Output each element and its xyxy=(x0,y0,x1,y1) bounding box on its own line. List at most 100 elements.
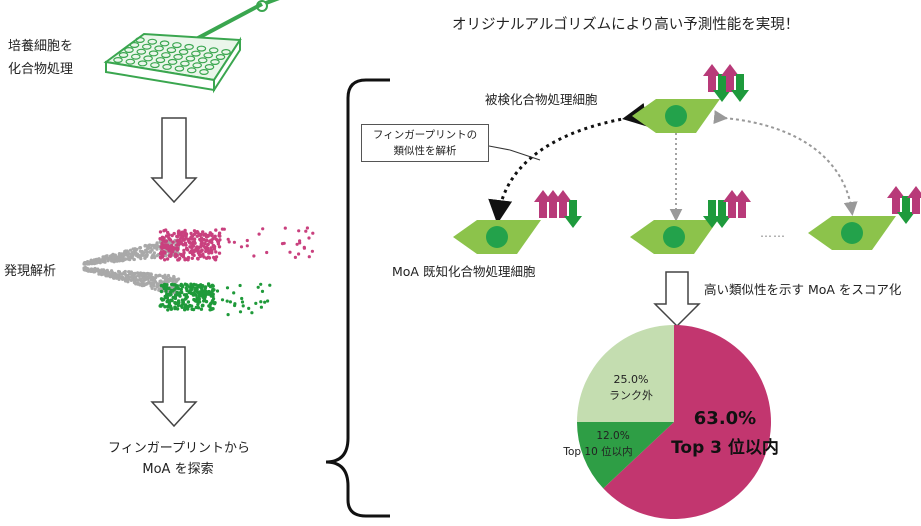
scatter-point xyxy=(180,230,185,234)
scatter-point xyxy=(302,245,306,249)
scatter-point xyxy=(208,231,212,235)
scatter-point xyxy=(120,252,124,256)
scatter-point xyxy=(250,311,254,315)
scatter-point xyxy=(304,229,308,233)
scatter-point xyxy=(189,231,193,236)
scatter-point xyxy=(252,254,256,258)
scatter-point xyxy=(101,272,105,276)
scatter-point xyxy=(180,284,185,288)
scatter-point xyxy=(206,243,210,247)
scatter-point xyxy=(195,249,200,253)
scatter-point xyxy=(218,234,222,238)
scatter-point xyxy=(217,251,222,255)
query-cell-label: 被検化合物処理細胞 xyxy=(485,92,598,107)
scatter-point xyxy=(108,275,112,279)
scatter-point xyxy=(110,270,114,274)
scatter-point xyxy=(201,230,205,234)
scatter-point xyxy=(202,298,206,302)
scatter-point xyxy=(143,243,147,248)
scatter-point xyxy=(97,271,101,275)
scatter-point xyxy=(203,246,207,250)
scatter-point xyxy=(218,238,222,242)
scatter-point xyxy=(177,287,181,291)
scatter-point xyxy=(166,230,170,235)
scatter-point xyxy=(225,286,230,290)
scatter-point xyxy=(307,236,311,240)
scatter-point xyxy=(111,275,115,279)
scatter-point xyxy=(201,295,206,299)
pie-label-top3: Top 3 位以内 xyxy=(671,438,779,458)
scatter-point xyxy=(204,249,208,254)
scatter-point xyxy=(128,248,133,252)
scatter-point xyxy=(129,253,133,257)
ranking-pie-chart xyxy=(577,325,772,520)
scatter-point xyxy=(150,248,154,252)
scatter-point xyxy=(188,288,192,293)
scatter-point xyxy=(298,239,302,243)
scatter-point xyxy=(240,300,245,304)
scatter-point xyxy=(144,255,148,259)
scatter-point xyxy=(163,250,167,255)
scatter-point xyxy=(127,255,131,259)
scatter-point xyxy=(137,278,141,282)
scatter-point xyxy=(195,234,199,238)
scatter-point xyxy=(145,250,149,254)
scatter-point xyxy=(144,274,148,278)
scatter-point xyxy=(295,242,299,246)
scatter-point xyxy=(268,283,272,287)
scatter-point xyxy=(245,244,249,248)
pie-label-out: ランク外 xyxy=(609,389,653,402)
scatter-point xyxy=(305,226,309,230)
scatter-point xyxy=(175,284,179,288)
scatter-point xyxy=(189,304,194,308)
scatter-point xyxy=(217,231,222,235)
scatter-point xyxy=(184,246,189,251)
scatter-point xyxy=(153,287,157,291)
scatter-point xyxy=(127,270,131,274)
scatter-point xyxy=(209,294,213,298)
scatter-point xyxy=(165,246,169,251)
scatter-point xyxy=(238,283,242,288)
scatter-point xyxy=(86,269,90,273)
scatter-point xyxy=(209,307,214,312)
scatter-point xyxy=(96,268,100,272)
scatter-point xyxy=(132,257,136,261)
scatter-point xyxy=(160,241,164,246)
scatter-point xyxy=(120,255,124,259)
scatter-point xyxy=(186,300,191,304)
scatter-point xyxy=(232,291,236,295)
query-cell-icon xyxy=(632,99,720,133)
expression-arrows-icon xyxy=(703,190,751,228)
scatter-point xyxy=(170,243,174,248)
scatter-point xyxy=(176,247,180,251)
scatter-point xyxy=(139,254,143,258)
scatter-point xyxy=(179,287,183,292)
scatter-point xyxy=(265,250,269,255)
step2-label: 発現解析 xyxy=(4,264,57,279)
scatter-point xyxy=(283,226,287,230)
scatter-point xyxy=(190,307,194,311)
more-dots: …… xyxy=(760,226,786,240)
scatter-point xyxy=(150,286,154,290)
pie-label-top10-pct: 12.0% xyxy=(596,430,630,442)
pie-label-top10: Top 10 位以内 xyxy=(563,446,633,458)
scatter-point xyxy=(165,296,170,300)
scatter-point xyxy=(130,278,134,282)
scatter-point xyxy=(239,245,244,249)
scatter-point xyxy=(166,298,170,303)
score-label: 高い類似性を示す MoA をスコア化 xyxy=(704,282,902,297)
scatter-point xyxy=(222,227,226,231)
scatter-point xyxy=(136,271,140,275)
scatter-point xyxy=(132,273,136,277)
scatter-point xyxy=(176,230,181,234)
scatter-point xyxy=(141,251,145,255)
scatter-point xyxy=(171,283,176,287)
scatter-point xyxy=(261,227,265,231)
scatter-point xyxy=(194,283,198,287)
scatter-point xyxy=(200,248,204,252)
pie-slice-2 xyxy=(577,325,674,422)
step1-label-line2: 化合物処理 xyxy=(8,62,74,77)
scatter-point xyxy=(211,300,215,304)
scatter-point xyxy=(178,294,182,298)
